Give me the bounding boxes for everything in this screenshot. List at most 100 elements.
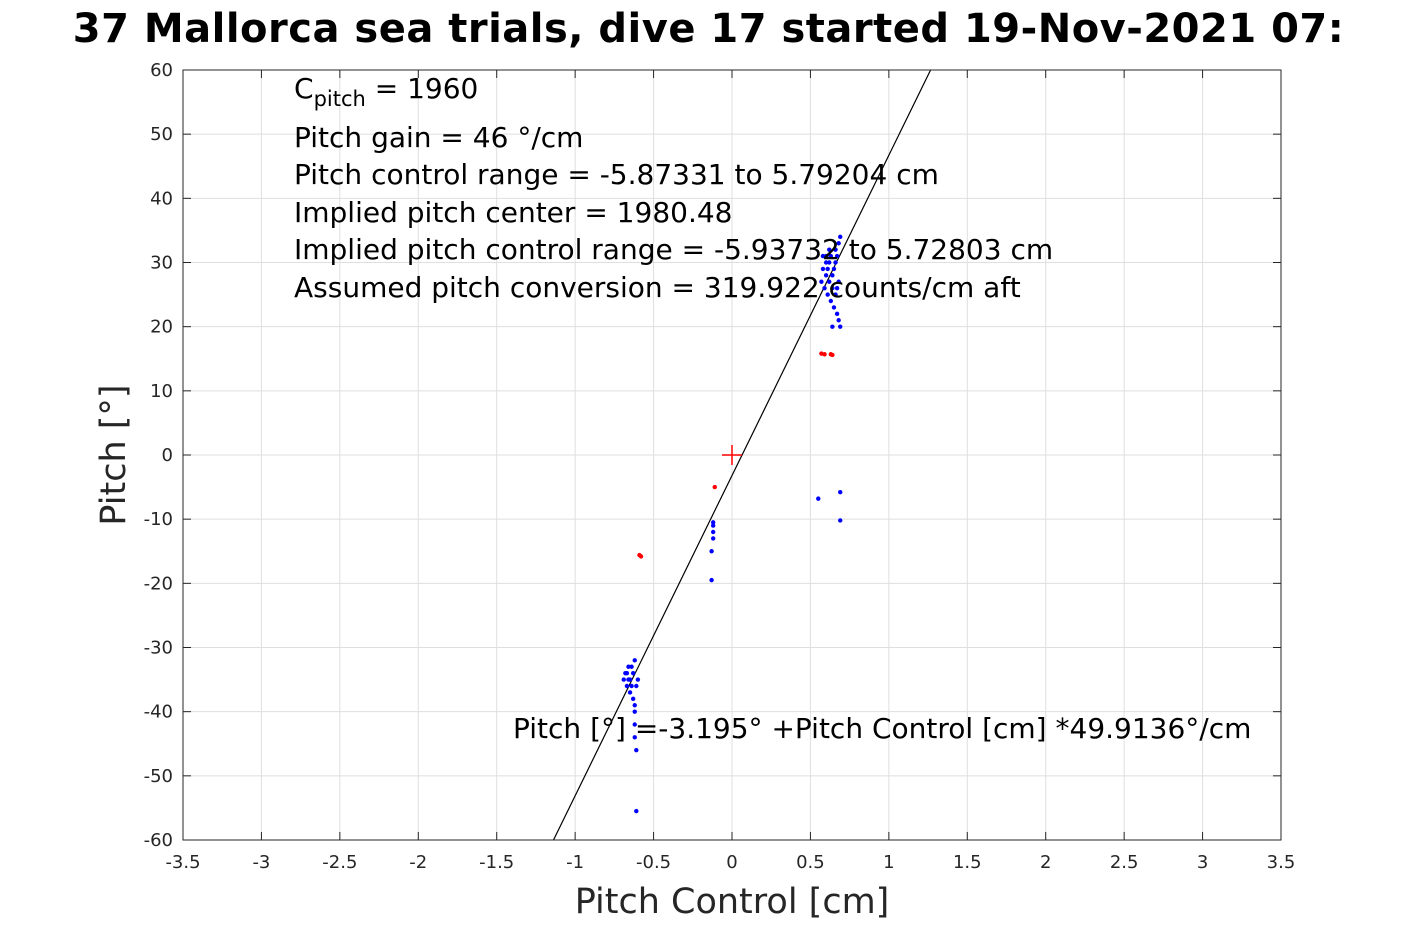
y-tick-label: -20 xyxy=(144,573,173,594)
data-point xyxy=(635,677,641,682)
data-point xyxy=(830,324,835,329)
y-tick-label: 50 xyxy=(150,124,173,145)
data-point xyxy=(624,670,630,676)
x-tick-label: 2.5 xyxy=(1110,852,1139,873)
y-tick-label: 60 xyxy=(150,60,173,81)
data-point xyxy=(830,285,835,291)
x-tick-label: 1 xyxy=(883,852,894,873)
x-tick-label: -1.5 xyxy=(479,852,514,873)
y-tick-label: 20 xyxy=(150,317,173,338)
data-point xyxy=(632,722,637,727)
data-point xyxy=(838,518,843,523)
data-point xyxy=(710,529,716,535)
x-tick-label: -1 xyxy=(566,852,584,873)
annotation-block: Cpitch = 1960 Pitch gain = 46 °/cm Pitch… xyxy=(294,70,1053,306)
data-point xyxy=(833,292,838,297)
data-point xyxy=(836,279,841,284)
data-point xyxy=(823,253,829,259)
x-tick-label: -2.5 xyxy=(322,852,357,873)
data-point xyxy=(838,490,843,495)
cpitch-symbol: C xyxy=(294,72,314,105)
data-point xyxy=(630,670,636,676)
x-axis-label: Pitch Control [cm] xyxy=(575,882,890,922)
clipped-layer xyxy=(552,70,932,840)
x-tick-label: 1.5 xyxy=(953,852,982,873)
data-point xyxy=(836,318,841,323)
data-point xyxy=(712,484,717,490)
fit-equation: Pitch [°] =-3.195° +Pitch Control [cm] *… xyxy=(513,712,1252,745)
data-point xyxy=(830,273,835,278)
y-axis-label: Pitch [°] xyxy=(94,384,134,525)
data-point xyxy=(710,523,716,528)
data-point xyxy=(833,247,838,252)
x-tick-label: -2 xyxy=(409,852,427,873)
data-point xyxy=(634,808,639,814)
data-point xyxy=(710,536,716,541)
data-point xyxy=(833,260,838,265)
x-tick-label: -3 xyxy=(252,852,270,873)
data-point xyxy=(827,247,832,252)
cpitch-annotation: Cpitch = 1960 xyxy=(294,70,1053,119)
data-point xyxy=(831,266,837,272)
chart-title: 37 Mallorca sea trials, dive 17 started … xyxy=(72,6,1345,52)
data-point xyxy=(819,279,824,284)
y-tick-label: 40 xyxy=(150,188,173,209)
control-range-annotation: Pitch control range = -5.87331 to 5.7920… xyxy=(294,158,939,191)
pitch-gain-annotation: Pitch gain = 46 °/cm xyxy=(294,120,584,154)
y-tick-label: 10 xyxy=(150,381,173,402)
y-tick-label: -10 xyxy=(144,509,173,530)
y-tick-label: -40 xyxy=(144,702,173,723)
data-point xyxy=(828,298,834,304)
data-point xyxy=(822,285,827,291)
x-tick-label: 0 xyxy=(726,852,737,873)
data-point xyxy=(626,664,631,669)
data-point xyxy=(822,352,827,357)
data-point xyxy=(820,253,826,259)
data-point xyxy=(838,324,843,329)
data-point xyxy=(820,266,826,272)
x-tick-label: -0.5 xyxy=(636,852,671,873)
data-point xyxy=(816,496,821,501)
data-point xyxy=(634,747,639,753)
data-point xyxy=(836,241,841,246)
data-point xyxy=(627,677,633,682)
y-tick-label: 0 xyxy=(162,445,173,466)
data-point xyxy=(632,709,637,714)
x-tick-label: 2 xyxy=(1040,852,1051,873)
data-point xyxy=(831,305,837,310)
data-point xyxy=(629,683,634,689)
pitch-center-annotation: Implied pitch center = 1980.48 xyxy=(294,195,733,229)
implied-range-annotation: Implied pitch control range = -5.93732 t… xyxy=(294,233,1054,266)
x-tick-label: 0.5 xyxy=(796,852,825,873)
data-point xyxy=(709,549,714,554)
x-tick-label: 3.5 xyxy=(1267,852,1296,873)
data-point xyxy=(834,285,840,291)
y-tick-label: -30 xyxy=(144,638,173,659)
data-point xyxy=(632,703,637,708)
data-point xyxy=(823,260,829,265)
fit-line xyxy=(552,70,932,840)
x-tick-label: -3.5 xyxy=(165,852,200,873)
y-tick-label: -60 xyxy=(144,830,173,851)
data-point xyxy=(825,292,830,297)
data-point xyxy=(838,234,843,240)
y-tick-label: -50 xyxy=(144,766,173,787)
cpitch-value: = 1960 xyxy=(365,72,479,105)
cpitch-subscript: pitch xyxy=(313,87,366,111)
data-point xyxy=(637,552,642,558)
data-point xyxy=(709,577,714,583)
data-point xyxy=(827,260,832,265)
data-point xyxy=(828,253,834,259)
x-tick-label: 3 xyxy=(1197,852,1208,873)
data-point xyxy=(632,658,637,663)
data-point xyxy=(830,352,835,358)
data-point xyxy=(634,683,639,689)
data-point xyxy=(629,664,634,669)
data-point xyxy=(823,273,829,278)
y-tick-label: 30 xyxy=(150,253,173,274)
data-point xyxy=(825,266,830,272)
data-point xyxy=(710,520,716,525)
data-point xyxy=(827,279,832,284)
